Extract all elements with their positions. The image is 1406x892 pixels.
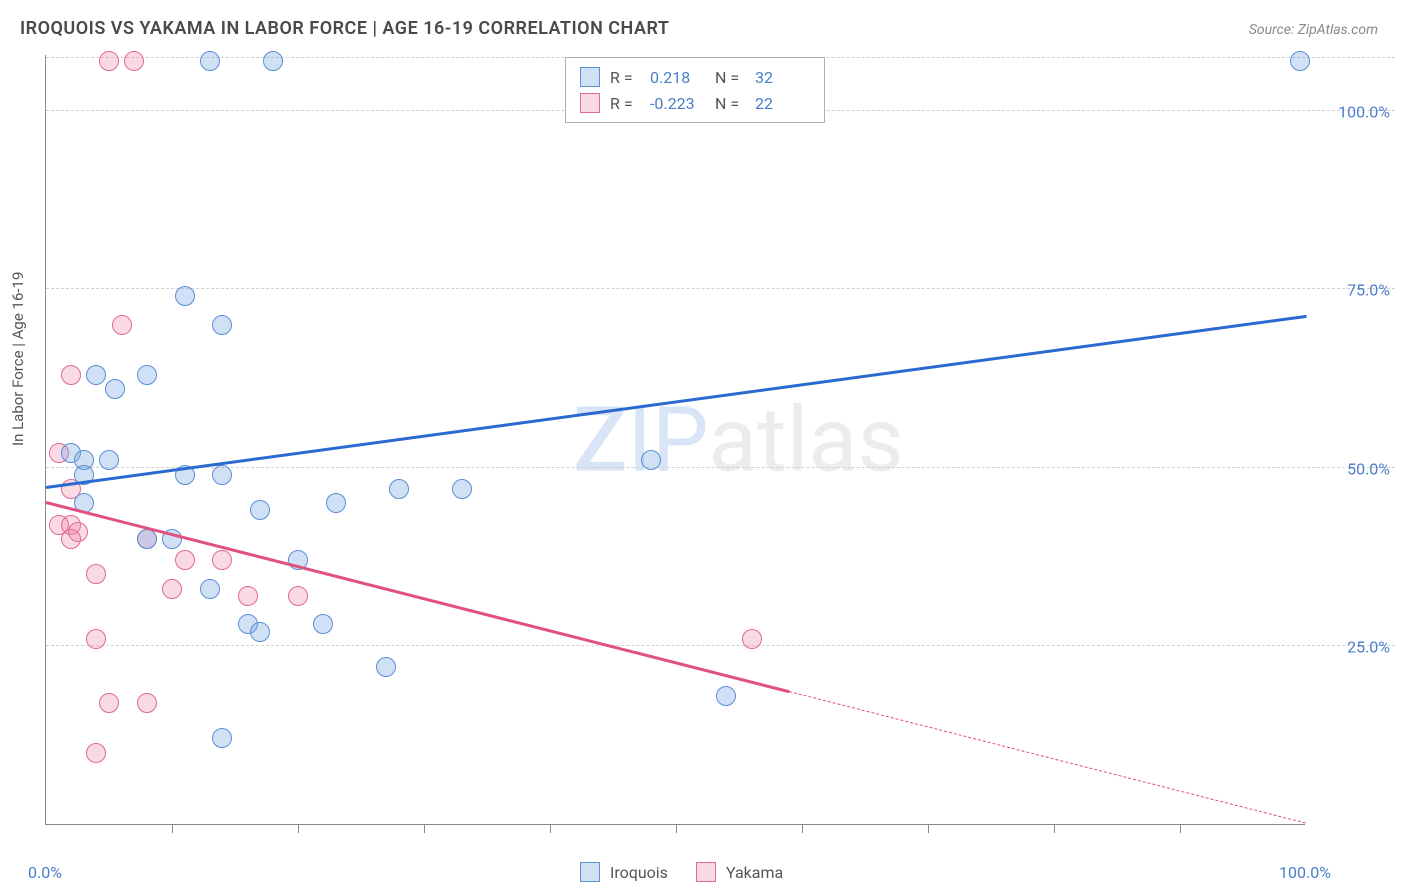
data-point (742, 629, 762, 649)
gridline (46, 288, 1395, 289)
n-label: N = (715, 94, 745, 113)
data-point (137, 693, 157, 713)
data-point (212, 728, 232, 748)
data-point (105, 379, 125, 399)
y-tick-label: 25.0% (1347, 637, 1390, 656)
data-point (716, 686, 736, 706)
legend-row: R = -0.223 N = 22 (580, 90, 810, 116)
data-point (175, 550, 195, 570)
x-tick (1180, 825, 1181, 833)
data-point (162, 579, 182, 599)
series-legend: Iroquois Yakama (580, 862, 783, 882)
data-point (175, 286, 195, 306)
trend-line (46, 501, 790, 693)
x-tick-label: 100.0% (1279, 863, 1331, 882)
data-point (200, 579, 220, 599)
r-label: R = (610, 94, 640, 113)
data-point (200, 51, 220, 71)
data-point (137, 365, 157, 385)
chart-title: IROQUOIS VS YAKAMA IN LABOR FORCE | AGE … (20, 18, 669, 39)
r-value: 0.218 (650, 68, 705, 87)
data-point (212, 550, 232, 570)
data-point (641, 450, 661, 470)
data-point (61, 365, 81, 385)
legend-swatch (580, 93, 600, 113)
legend-row: R = 0.218 N = 32 (580, 64, 810, 90)
correlation-legend: R = 0.218 N = 32 R = -0.223 N = 22 (565, 57, 825, 123)
x-tick (550, 825, 551, 833)
source-attribution: Source: ZipAtlas.com (1249, 22, 1378, 38)
data-point (124, 51, 144, 71)
legend-label: Yakama (726, 863, 783, 882)
legend-swatch (696, 862, 716, 882)
trend-line (46, 315, 1306, 489)
trend-line (789, 691, 1306, 824)
y-axis-label: In Labor Force | Age 16-19 (9, 272, 27, 446)
data-point (99, 693, 119, 713)
data-point (86, 564, 106, 584)
n-label: N = (715, 68, 745, 87)
gridline (46, 467, 1395, 468)
data-point (263, 51, 283, 71)
data-point (288, 586, 308, 606)
y-tick-label: 75.0% (1347, 281, 1390, 300)
y-tick-label: 50.0% (1347, 459, 1390, 478)
data-point (61, 529, 81, 549)
plot-area: ZIPatlas (45, 55, 1305, 825)
x-tick-label: 0.0% (28, 863, 62, 882)
data-point (212, 315, 232, 335)
data-point (112, 315, 132, 335)
x-tick (298, 825, 299, 833)
data-point (99, 51, 119, 71)
x-tick (424, 825, 425, 833)
legend-swatch (580, 862, 600, 882)
data-point (452, 479, 472, 499)
data-point (238, 586, 258, 606)
data-point (376, 657, 396, 677)
n-value: 22 (755, 94, 810, 113)
data-point (86, 629, 106, 649)
watermark-rest: atlas (708, 387, 904, 492)
r-label: R = (610, 68, 640, 87)
data-point (1290, 51, 1310, 71)
x-tick (1054, 825, 1055, 833)
x-tick (802, 825, 803, 833)
watermark-z: Z (573, 387, 627, 492)
x-tick (676, 825, 677, 833)
watermark: ZIPatlas (573, 387, 904, 492)
data-point (137, 529, 157, 549)
legend-swatch (580, 67, 600, 87)
data-point (86, 743, 106, 763)
data-point (313, 614, 333, 634)
data-point (250, 500, 270, 520)
data-point (99, 450, 119, 470)
legend-label: Iroquois (610, 863, 668, 882)
data-point (326, 493, 346, 513)
data-point (389, 479, 409, 499)
y-tick-label: 100.0% (1338, 103, 1390, 122)
x-tick (172, 825, 173, 833)
r-value: -0.223 (650, 94, 705, 113)
gridline (46, 645, 1395, 646)
data-point (86, 365, 106, 385)
x-tick (928, 825, 929, 833)
data-point (212, 465, 232, 485)
legend-item: Yakama (696, 862, 783, 882)
n-value: 32 (755, 68, 810, 87)
data-point (250, 622, 270, 642)
legend-item: Iroquois (580, 862, 668, 882)
